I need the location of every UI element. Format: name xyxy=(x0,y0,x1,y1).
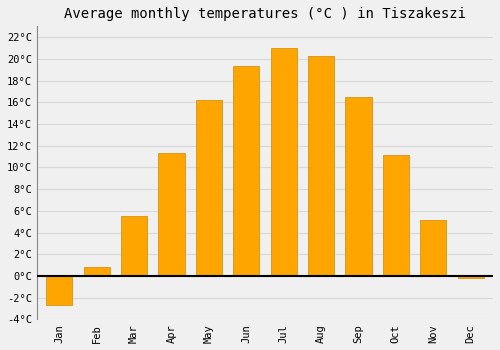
Bar xyxy=(270,48,296,276)
Title: Average monthly temperatures (°C ) in Tiszakeszi: Average monthly temperatures (°C ) in Ti… xyxy=(64,7,466,21)
Bar xyxy=(84,267,110,276)
Bar xyxy=(196,100,222,276)
Bar xyxy=(121,216,147,276)
Bar xyxy=(458,276,483,278)
Bar xyxy=(420,219,446,276)
Bar xyxy=(346,97,372,276)
Bar xyxy=(382,155,409,276)
Bar xyxy=(233,66,260,276)
Bar xyxy=(158,153,184,276)
Bar xyxy=(46,276,72,305)
Bar xyxy=(308,56,334,276)
